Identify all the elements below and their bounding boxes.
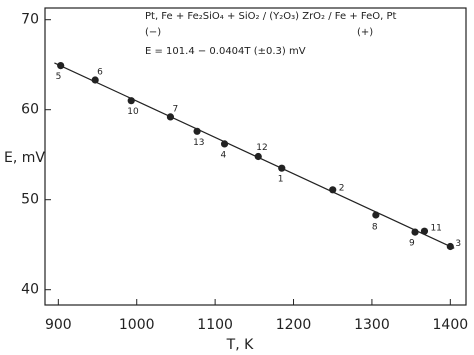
data-point [329, 186, 337, 194]
annotation: Pt, Fe + Fe₂SiO₄ + SiO₂ / (Y₂O₃) ZrO₂ / … [145, 11, 397, 22]
annotation: E = 101.4 − 0.0404T (±0.3) mV [145, 46, 306, 57]
data-point [411, 228, 419, 236]
point-label: 1 [278, 175, 284, 185]
x-tick-label: 900 [45, 317, 72, 333]
x-tick-label: 1100 [197, 317, 233, 333]
x-tick-label: 1200 [276, 317, 312, 333]
point-label: 3 [455, 239, 461, 249]
point-label: 6 [97, 68, 103, 78]
point-label: 9 [409, 239, 415, 249]
data-point [220, 140, 229, 148]
data-point [420, 227, 429, 235]
annotation: (+) [357, 27, 373, 38]
data-point [127, 97, 135, 105]
point-label: 10 [127, 107, 139, 117]
y-tick-label: 40 [21, 282, 39, 298]
point-label: 13 [193, 138, 204, 148]
y-tick-label: 70 [21, 12, 39, 28]
fit-line [54, 62, 455, 249]
point-label: 2 [339, 183, 345, 193]
point-label: 11 [430, 224, 441, 234]
data-point [91, 76, 99, 84]
y-tick-label: 60 [21, 102, 39, 118]
point-label: 7 [172, 104, 178, 114]
x-tick-label: 1000 [119, 317, 155, 333]
data-point [166, 113, 175, 121]
point-label: 8 [372, 223, 378, 233]
x-axis-label: T, K [226, 337, 254, 353]
annotation: (−) [145, 27, 161, 38]
y-tick-label: 50 [21, 192, 39, 208]
point-label: 12 [256, 143, 267, 153]
data-point [278, 164, 286, 172]
plot-frame [44, 7, 467, 306]
data-point [57, 62, 65, 70]
point-label: 5 [56, 72, 62, 82]
x-tick-label: 1400 [433, 317, 469, 333]
y-axis-label: E, mV [4, 150, 45, 166]
data-point [446, 242, 454, 251]
data-point [254, 152, 262, 161]
point-label: 4 [221, 150, 227, 160]
x-tick-label: 1300 [354, 317, 390, 333]
data-point [372, 211, 380, 219]
data-point [193, 127, 201, 135]
